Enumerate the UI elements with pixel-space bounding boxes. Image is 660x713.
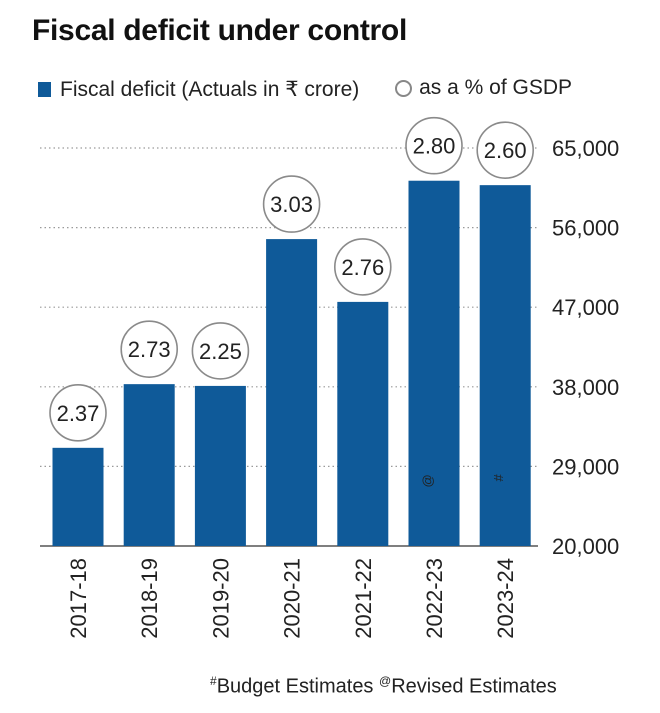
x-tick-label: 2021-22 [351, 558, 376, 639]
gsdp-percent-label: 2.76 [341, 255, 384, 280]
legend: Fiscal deficit (Actuals in ₹ crore) as a… [38, 76, 572, 103]
gsdp-circle [120, 320, 178, 378]
gsdp-percent-label: 2.60 [484, 138, 527, 163]
x-tick-mark: @ [420, 474, 435, 487]
bar [52, 447, 104, 546]
legend-bar-swatch [38, 81, 51, 97]
bar [266, 239, 318, 546]
x-tick-label: 2019-20 [208, 558, 233, 639]
bar [479, 185, 531, 546]
gsdp-circle [49, 384, 107, 442]
x-tick-label: 2017-18 [66, 558, 91, 639]
gsdp-circle [476, 121, 535, 179]
gsdp-percent-label: 2.25 [199, 339, 242, 364]
x-tick-label: 2023-24 [493, 558, 518, 639]
gsdp-percent-label: 2.37 [57, 401, 100, 426]
chart-title: Fiscal deficit under control [32, 14, 407, 47]
footnote-mark-budget: # [210, 674, 217, 688]
footnote-mark-revised: @ [379, 674, 392, 688]
x-tick-mark: # [491, 473, 506, 481]
bar [123, 384, 175, 546]
legend-item-gsdp: as a % of GSDP [395, 76, 572, 100]
x-tick-label: 2022-23 [422, 558, 447, 639]
y-tick-label: 29,000 [552, 454, 619, 479]
legend-item-bars: Fiscal deficit (Actuals in ₹ crore) [38, 77, 359, 102]
x-tick-label: 2020-21 [280, 558, 305, 639]
gsdp-percent-label: 2.80 [413, 134, 456, 159]
gsdp-circle [333, 238, 392, 296]
legend-label-bars: Fiscal deficit (Actuals in ₹ crore) [60, 77, 360, 101]
x-tick-label: 2018-19 [137, 558, 162, 639]
footnote-text-budget: Budget Estimates [216, 675, 374, 698]
bar [337, 301, 389, 546]
footnote: #Budget Estimates @Revised Estimates [210, 674, 557, 699]
bar [408, 180, 460, 547]
gsdp-circle [405, 116, 463, 175]
gsdp-percent-label: 3.03 [270, 192, 313, 217]
y-tick-label: 56,000 [552, 216, 619, 241]
y-tick-label: 20,000 [552, 534, 619, 559]
legend-label-gsdp: as a % of GSDP [419, 76, 573, 99]
gsdp-circle [191, 322, 250, 380]
gsdp-percent-label: 2.73 [128, 337, 171, 362]
y-tick-label: 47,000 [552, 295, 619, 320]
footnote-text-revised: Revised Estimates [391, 675, 557, 698]
bar [194, 385, 246, 546]
y-tick-label: 38,000 [552, 375, 619, 400]
gsdp-circle [262, 175, 321, 233]
legend-circle-swatch [395, 79, 413, 97]
y-tick-label: 65,000 [552, 136, 619, 161]
